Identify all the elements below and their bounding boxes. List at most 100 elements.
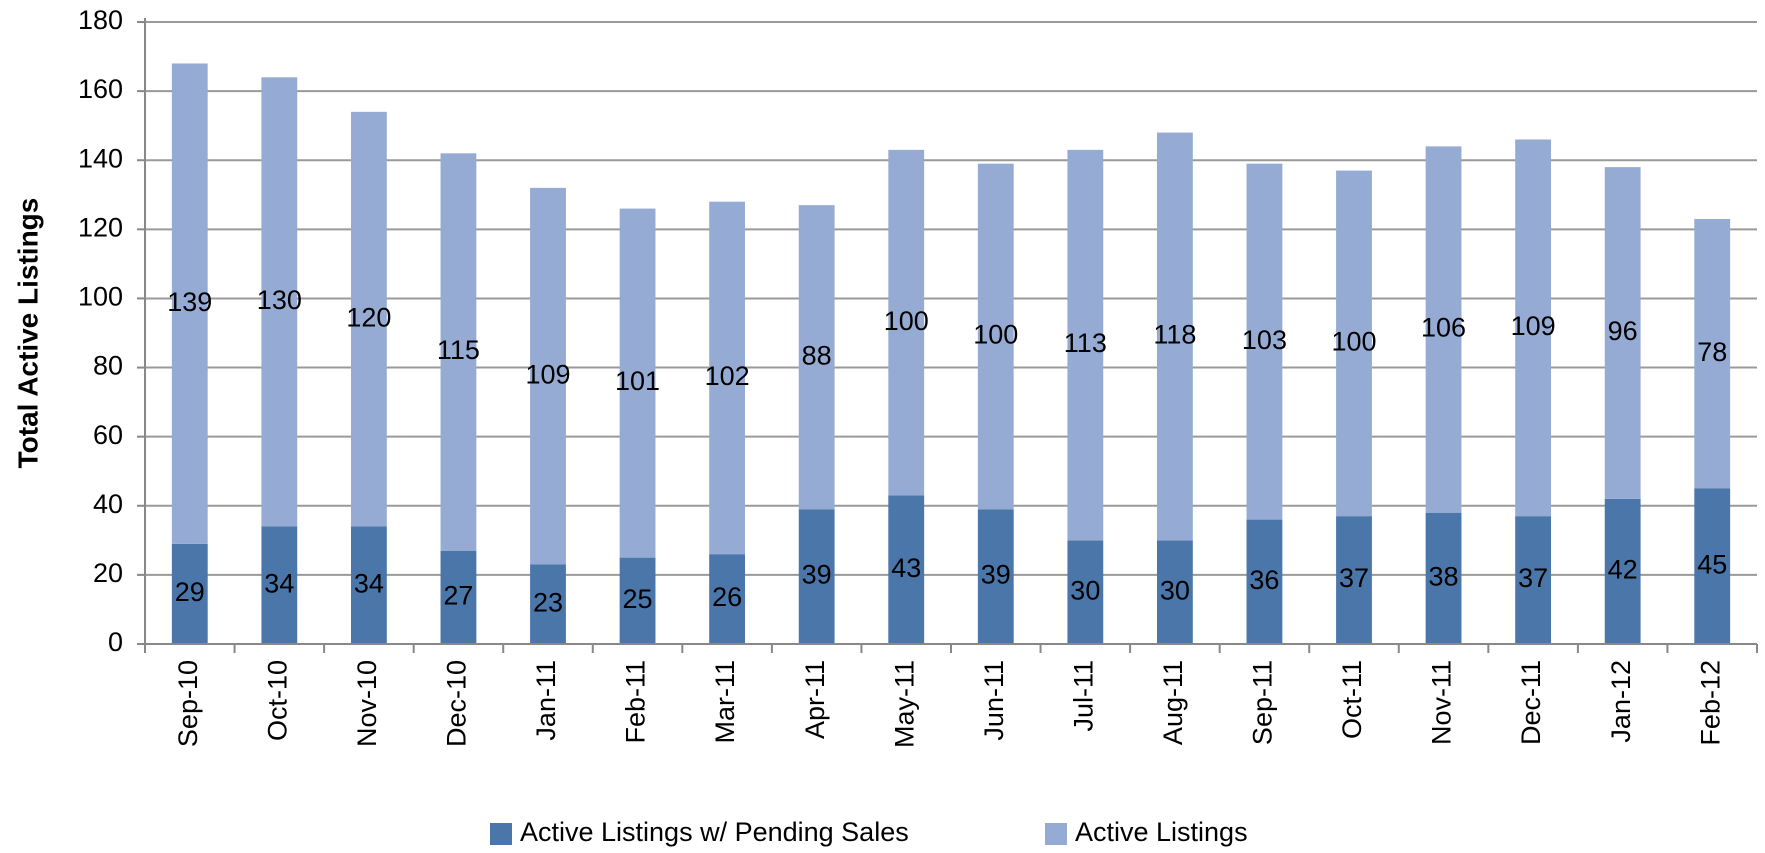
bar-segment [440, 550, 477, 644]
data-label: 26 [712, 582, 742, 612]
x-tick-label: Jul-11 [1068, 660, 1098, 732]
data-label: 36 [1249, 565, 1279, 595]
bar-segment [1336, 516, 1372, 644]
bar-segment [619, 557, 656, 644]
y-tick-label: 0 [108, 627, 123, 657]
data-label: 100 [884, 306, 929, 336]
x-tick-label: Jan-11 [531, 660, 561, 741]
bar-segment [709, 201, 746, 555]
bar-segment [1246, 163, 1283, 520]
x-tick-label: Nov-11 [1427, 660, 1457, 745]
y-tick-label: 100 [78, 282, 123, 312]
data-label: 100 [1331, 326, 1376, 356]
data-label: 101 [615, 366, 660, 396]
bar-segment [530, 187, 566, 565]
bar-segment [888, 149, 925, 496]
bar-segment [888, 495, 925, 644]
bar-segment [1694, 218, 1731, 489]
data-label: 118 [1153, 320, 1196, 350]
data-label: 43 [891, 553, 921, 583]
bar-segment [619, 208, 656, 558]
data-label: 113 [1064, 328, 1107, 358]
data-label: 29 [175, 577, 205, 607]
data-label: 109 [1511, 311, 1556, 341]
x-tick-label: Jun-11 [979, 660, 1009, 741]
data-label: 45 [1697, 549, 1727, 579]
bar-segment [1515, 516, 1552, 644]
legend-label: Active Listings [1075, 817, 1248, 847]
bar-segment [171, 543, 208, 644]
bar-segment [1425, 512, 1462, 644]
x-tick-label: Oct-11 [1337, 660, 1367, 739]
bar-segment [1246, 519, 1283, 644]
data-label: 109 [525, 359, 570, 389]
y-tick-label: 120 [78, 212, 123, 242]
x-tick-label: Sep-10 [173, 660, 203, 747]
y-tick-label: 60 [93, 420, 123, 450]
data-label: 27 [443, 580, 473, 610]
bar-segment [1425, 146, 1462, 513]
bar-segment [1336, 170, 1372, 517]
legend-swatch [1045, 823, 1067, 845]
x-tick-label: Apr-11 [800, 660, 830, 739]
bar-segment [1067, 149, 1104, 541]
bar-segment [798, 205, 835, 510]
data-label: 39 [981, 560, 1011, 590]
x-tick-label: Feb-11 [621, 660, 651, 744]
bar-segment [440, 153, 477, 551]
bar-segment [171, 63, 208, 544]
data-label: 23 [533, 587, 563, 617]
y-tick-label: 40 [93, 489, 123, 519]
data-label: 88 [802, 340, 832, 370]
data-label: 130 [257, 285, 302, 315]
bar-segment [1067, 540, 1104, 644]
bar-segment [261, 526, 298, 644]
bar-segment [977, 163, 1014, 510]
bar-segment [530, 564, 566, 644]
bar-segment [350, 111, 387, 527]
data-label: 96 [1608, 316, 1638, 346]
data-label: 78 [1697, 337, 1727, 367]
data-label: 103 [1242, 325, 1287, 355]
y-tick-label: 160 [78, 74, 123, 104]
data-label: 37 [1518, 563, 1548, 593]
data-label: 115 [437, 335, 480, 365]
data-label: 30 [1160, 575, 1190, 605]
y-tick-label: 80 [93, 351, 123, 381]
data-label: 38 [1429, 561, 1459, 591]
data-label: 30 [1070, 575, 1100, 605]
bar-segment [350, 526, 387, 644]
data-label: 34 [264, 568, 294, 598]
data-label: 34 [354, 568, 384, 598]
x-tick-label: Mar-11 [710, 660, 740, 744]
bar-segment [1604, 167, 1641, 499]
data-label: 42 [1608, 555, 1638, 585]
x-tick-label: Dec-10 [442, 660, 472, 747]
bar-segment [709, 554, 746, 644]
bar-segment [1515, 139, 1552, 517]
data-label: 39 [802, 560, 832, 590]
data-label: 120 [346, 302, 391, 332]
bar-segment [1694, 488, 1731, 644]
data-label: 139 [167, 287, 212, 317]
x-tick-label: Nov-10 [352, 660, 382, 747]
bar-segment [1156, 540, 1193, 644]
data-label: 37 [1339, 563, 1369, 593]
bar-segment [977, 509, 1014, 644]
data-label: 25 [623, 584, 653, 614]
data-label: 106 [1421, 313, 1466, 343]
legend-label: Active Listings w/ Pending Sales [520, 817, 909, 847]
bar-segment [261, 77, 298, 527]
x-tick-label: Sep-11 [1248, 660, 1278, 745]
data-label: 100 [973, 320, 1018, 350]
legend-swatch [490, 823, 512, 845]
x-tick-label: Jan-12 [1606, 660, 1636, 743]
y-axis-title: Total Active Listings [12, 198, 43, 469]
data-label: 102 [705, 361, 750, 391]
bar-segment [798, 509, 835, 644]
y-tick-label: 20 [93, 558, 123, 588]
y-tick-label: 180 [78, 5, 123, 35]
y-tick-label: 140 [78, 143, 123, 173]
x-tick-label: Dec-11 [1516, 660, 1546, 745]
